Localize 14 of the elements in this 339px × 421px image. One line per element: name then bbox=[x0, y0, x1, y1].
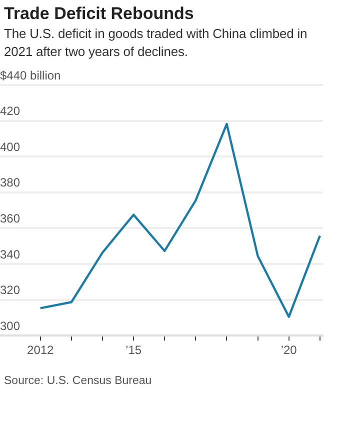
y-tick-label: 360 bbox=[0, 212, 20, 226]
y-tick-label: 400 bbox=[0, 140, 20, 154]
y-tick-label: 320 bbox=[0, 283, 20, 298]
x-tick-label: ’20 bbox=[280, 343, 298, 358]
y-tick-label: $440 billion bbox=[0, 68, 61, 82]
y-tick-label: 300 bbox=[0, 318, 20, 333]
x-tick-label: ’15 bbox=[126, 343, 142, 358]
chart-subtitle: The U.S. deficit in goods traded with China climbed in 2021 after two years of declines. bbox=[4, 25, 308, 61]
x-tick-label: 2012 bbox=[27, 343, 54, 358]
y-tick-label: 380 bbox=[0, 176, 20, 190]
y-tick-label: 340 bbox=[0, 247, 20, 262]
source-note: Source: U.S. Census Bureau bbox=[4, 375, 153, 387]
chart-title: Trade Deficit Rebounds bbox=[4, 4, 195, 24]
y-tick-label: 420 bbox=[0, 104, 20, 118]
